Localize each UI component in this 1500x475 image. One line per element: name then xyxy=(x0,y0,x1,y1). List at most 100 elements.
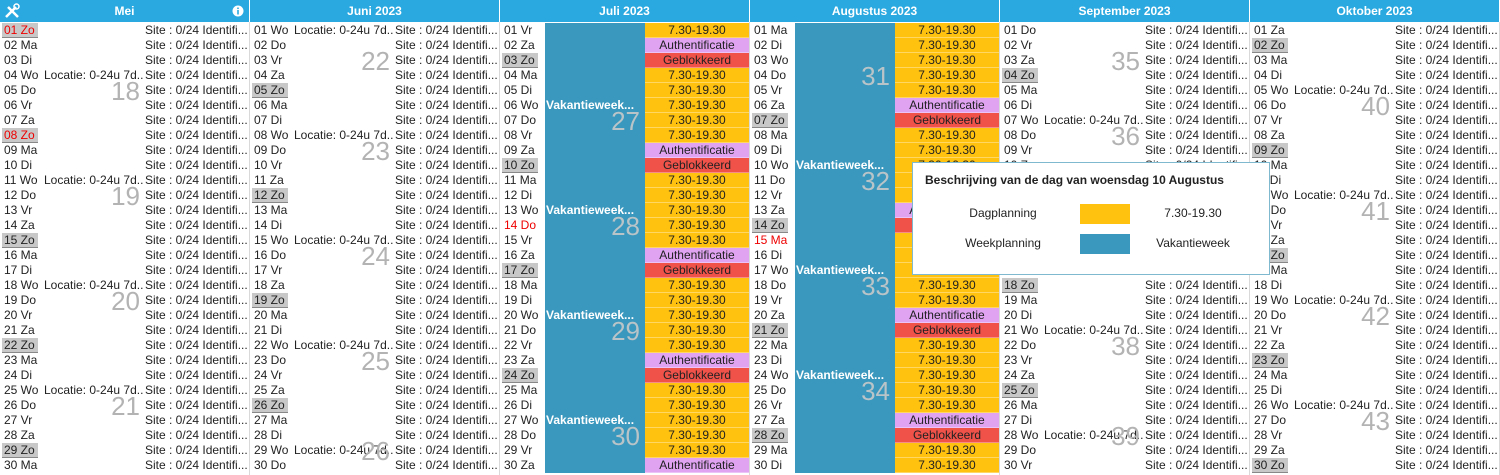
site-status: Site : 0/24 Identifi... xyxy=(395,248,498,262)
site-status: Site : 0/24 Identifi... xyxy=(1395,398,1498,412)
site-status: Site : 0/24 Identifi... xyxy=(395,218,498,232)
site-status: Site : 0/24 Identifi... xyxy=(395,383,498,397)
site-status: Site : 0/24 Identifi... xyxy=(1395,233,1498,247)
site-status: Site : 0/24 Identifi... xyxy=(145,23,248,37)
day-label: 13 Wo xyxy=(504,203,539,217)
popup-swatch xyxy=(1080,204,1130,224)
site-status: Site : 0/24 Identifi... xyxy=(1145,293,1248,307)
day-label: 28 Do xyxy=(504,428,537,442)
day-planning: Geblokkeerd xyxy=(645,368,749,383)
site-status: Site : 0/24 Identifi... xyxy=(395,53,498,67)
day-label: 10 Vr xyxy=(254,158,283,172)
day-label: 09 Za xyxy=(504,143,535,157)
day-label: 21 Di xyxy=(254,323,283,337)
site-status: Site : 0/24 Identifi... xyxy=(1145,113,1248,127)
day-label: 20 Di xyxy=(1004,308,1033,322)
day-note: Locatie: 0-24u 7d... xyxy=(1044,323,1144,337)
week-planning-label: Vakantieweek... xyxy=(546,203,635,217)
week-planning-label: Vakantieweek... xyxy=(796,158,885,172)
site-status: Site : 0/24 Identifi... xyxy=(1395,278,1498,292)
week-number: 26 xyxy=(361,435,390,466)
site-status: Site : 0/24 Identifi... xyxy=(1395,458,1498,472)
day-planning: 7.30-19.30 xyxy=(895,443,999,458)
day-label: 02 Di xyxy=(754,38,783,52)
site-status: Site : 0/24 Identifi... xyxy=(1145,38,1248,52)
day-label: 01 Wo xyxy=(254,23,289,37)
day-label: 18 Za xyxy=(254,278,285,292)
site-status: Site : 0/24 Identifi... xyxy=(145,383,248,397)
site-status: Site : 0/24 Identifi... xyxy=(145,398,248,412)
day-planning: Geblokkeerd xyxy=(645,158,749,173)
site-status: Site : 0/24 Identifi... xyxy=(145,323,248,337)
day-planning: 7.30-19.30 xyxy=(645,323,749,338)
day-label: 30 Za xyxy=(504,458,535,472)
day-label: 09 Do xyxy=(254,143,287,157)
day-label: 16 Ma xyxy=(4,248,38,262)
day-label: 30 Vr xyxy=(1004,458,1033,472)
site-status: Site : 0/24 Identifi... xyxy=(1395,293,1498,307)
site-status: Site : 0/24 Identifi... xyxy=(395,38,498,52)
day-label: 23 Za xyxy=(504,353,535,367)
day-label: 16 Za xyxy=(504,248,535,262)
week-number: 21 xyxy=(111,390,140,421)
day-label: 02 Vr xyxy=(1004,38,1033,52)
day-label: 18 Do xyxy=(754,278,787,292)
day-label: 04 Ma xyxy=(504,68,538,82)
week-number: 32 xyxy=(861,165,890,196)
day-label: 22 Za xyxy=(1254,338,1285,352)
day-label: 16 Do xyxy=(254,248,287,262)
info-icon[interactable] xyxy=(232,5,244,17)
site-status: Site : 0/24 Identifi... xyxy=(1395,68,1498,82)
day-label: 07 Wo xyxy=(1004,113,1039,127)
site-status: Site : 0/24 Identifi... xyxy=(395,188,498,202)
day-note: Locatie: 0-24u 7d... xyxy=(1294,293,1394,307)
site-status: Site : 0/24 Identifi... xyxy=(395,458,498,472)
day-label: 03 Vr xyxy=(254,53,283,67)
site-status: Site : 0/24 Identifi... xyxy=(395,233,498,247)
week-number: 29 xyxy=(611,315,640,346)
site-status: Site : 0/24 Identifi... xyxy=(1395,428,1498,442)
site-status: Site : 0/24 Identifi... xyxy=(395,68,498,82)
day-label: 24 Ma xyxy=(1254,368,1288,382)
day-label: 27 Wo xyxy=(504,413,539,427)
day-label: 01 Ma xyxy=(754,23,788,37)
week-planning-label: Vakantieweek... xyxy=(796,263,885,277)
site-status: Site : 0/24 Identifi... xyxy=(1395,383,1498,397)
week-number: 24 xyxy=(361,240,390,271)
tools-icon[interactable] xyxy=(4,3,20,19)
day-label: 17 Di xyxy=(4,263,33,277)
site-status: Site : 0/24 Identifi... xyxy=(395,263,498,277)
day-planning: 7.30-19.30 xyxy=(895,398,999,413)
site-status: Site : 0/24 Identifi... xyxy=(145,278,248,292)
day-label: 05 Ma xyxy=(1004,83,1038,97)
site-status: Site : 0/24 Identifi... xyxy=(1145,338,1248,352)
day-planning: 7.30-19.30 xyxy=(895,338,999,353)
day-planning: Authentificatie xyxy=(645,143,749,158)
day-planning: 7.30-19.30 xyxy=(645,188,749,203)
day-planning: Geblokkeerd xyxy=(895,428,999,443)
day-note: Locatie: 0-24u 7d... xyxy=(1294,398,1394,412)
popup-row-value: Vakantieweek xyxy=(1156,236,1230,250)
site-status: Site : 0/24 Identifi... xyxy=(145,218,248,232)
site-status: Site : 0/24 Identifi... xyxy=(395,173,498,187)
site-status: Site : 0/24 Identifi... xyxy=(1395,443,1498,457)
site-status: Site : 0/24 Identifi... xyxy=(145,143,248,157)
site-status: Site : 0/24 Identifi... xyxy=(145,368,248,382)
site-status: Site : 0/24 Identifi... xyxy=(1145,308,1248,322)
day-label: 11 Ma xyxy=(504,173,537,187)
site-status: Site : 0/24 Identifi... xyxy=(395,323,498,337)
week-number: 30 xyxy=(611,420,640,451)
day-label: 14 Za xyxy=(4,218,35,232)
day-label: 11 Wo xyxy=(4,173,38,187)
day-label: 29 Wo xyxy=(254,443,289,457)
day-planning: 7.30-19.30 xyxy=(645,23,749,38)
day-label: 06 Za xyxy=(754,98,785,112)
site-status: Site : 0/24 Identifi... xyxy=(145,293,248,307)
site-status: Site : 0/24 Identifi... xyxy=(145,188,248,202)
day-label: 15 Zo xyxy=(2,233,38,248)
day-planning: Authentificatie xyxy=(645,353,749,368)
day-planning: Authentificatie xyxy=(895,98,999,113)
site-status: Site : 0/24 Identifi... xyxy=(1395,308,1498,322)
day-label: 19 Vr xyxy=(754,293,783,307)
day-label: 25 Wo xyxy=(4,383,39,397)
